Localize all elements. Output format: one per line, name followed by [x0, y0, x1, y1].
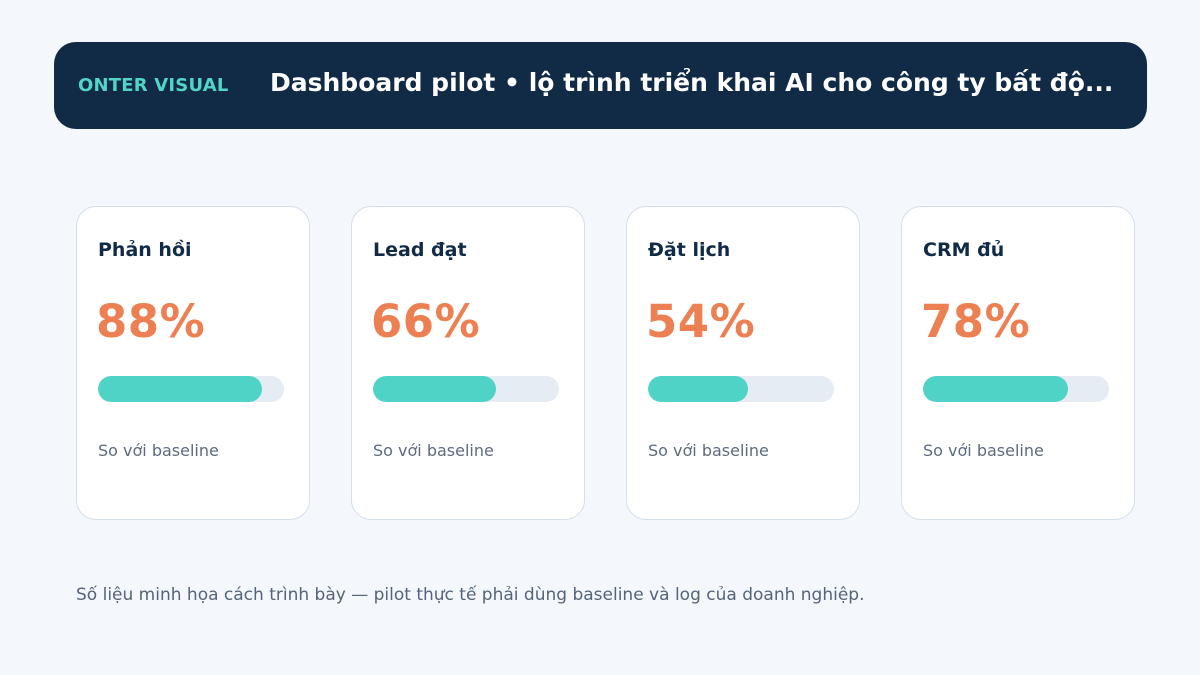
- progress-fill: [98, 376, 262, 402]
- kpi-card-note: So với baseline: [923, 441, 1044, 460]
- progress-track: [98, 376, 284, 402]
- page-title: Dashboard pilot • lộ trình triển khai AI…: [270, 68, 1114, 97]
- header-banner: ONTER VISUAL Dashboard pilot • lộ trình …: [54, 42, 1147, 129]
- kpi-cards: Phản hồi 88% So với baseline Lead đạt 66…: [76, 206, 1135, 520]
- progress-track: [648, 376, 834, 402]
- kpi-card-booking: Đặt lịch 54% So với baseline: [626, 206, 860, 520]
- progress-fill: [648, 376, 749, 402]
- kpi-card-label: Phản hồi: [98, 239, 192, 261]
- kpi-card-label: Lead đạt: [373, 239, 467, 261]
- progress-track: [923, 376, 1109, 402]
- kpi-card-label: CRM đủ: [923, 239, 1005, 261]
- brand-logo-text: ONTER VISUAL: [78, 75, 229, 96]
- kpi-card-note: So với baseline: [373, 441, 494, 460]
- progress-track: [373, 376, 559, 402]
- kpi-card-value: 66%: [371, 295, 481, 348]
- kpi-card-response: Phản hồi 88% So với baseline: [76, 206, 310, 520]
- kpi-card-value: 54%: [646, 295, 756, 348]
- kpi-card-lead: Lead đạt 66% So với baseline: [351, 206, 585, 520]
- kpi-card-label: Đặt lịch: [648, 239, 731, 261]
- footnote: Số liệu minh họa cách trình bày — pilot …: [76, 585, 865, 605]
- kpi-card-value: 78%: [921, 295, 1031, 348]
- kpi-card-note: So với baseline: [98, 441, 219, 460]
- kpi-card-note: So với baseline: [648, 441, 769, 460]
- progress-fill: [923, 376, 1069, 402]
- kpi-card-value: 88%: [96, 295, 206, 348]
- progress-fill: [373, 376, 496, 402]
- kpi-card-crm: CRM đủ 78% So với baseline: [901, 206, 1135, 520]
